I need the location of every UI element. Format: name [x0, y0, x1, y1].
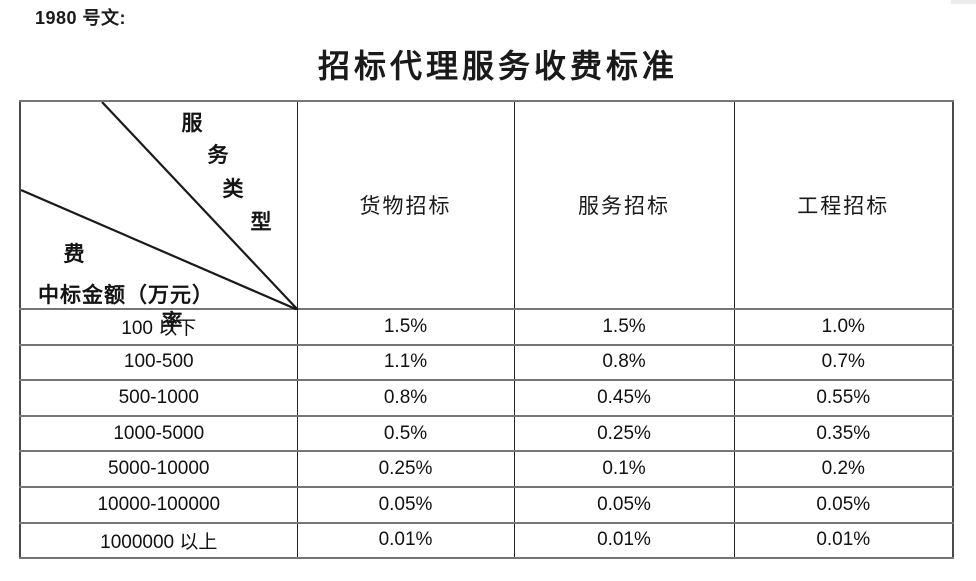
- table-row: 1000-5000 0.5% 0.25% 0.35%: [19, 414, 954, 453]
- fee-value: 0.55%: [733, 379, 954, 417]
- row-label: 1000000 以上: [19, 521, 298, 560]
- column-header-goods: 货物招标: [296, 100, 515, 310]
- corner-row-axis-label: 中标金额（万元）: [38, 283, 214, 307]
- diagonal-divider-lines: [21, 102, 298, 310]
- row-label: 100-500: [19, 343, 298, 382]
- row-label: 10000-100000: [19, 485, 298, 524]
- table-row: 5000-10000 0.25% 0.1% 0.2%: [19, 450, 954, 488]
- corner-header-cell: 费 率 服 务 类 型 中标金额（万元）: [19, 100, 298, 334]
- fee-value: 1.5%: [513, 308, 735, 346]
- fee-value: 0.5%: [296, 414, 515, 453]
- row-label: 1000-5000: [19, 414, 298, 453]
- fee-value: 0.01%: [296, 521, 515, 560]
- fee-value: 0.01%: [513, 521, 735, 560]
- fee-value: 0.1%: [513, 450, 735, 488]
- fee-value: 0.8%: [513, 343, 735, 382]
- fee-value: 0.45%: [513, 379, 735, 417]
- fee-standard-table: 费 率 服 务 类 型 中标金额（万元） 货物招标 服务招标 工程招标 100 …: [19, 100, 954, 560]
- row-label: 5000-10000: [19, 450, 298, 488]
- column-header-service: 服务招标: [513, 100, 735, 310]
- corner-service-char-3: 类: [222, 177, 244, 201]
- corner-rate-char: 率: [161, 310, 183, 334]
- fee-value: 0.05%: [296, 485, 515, 524]
- fee-value: 1.0%: [733, 308, 954, 346]
- fee-value: 0.25%: [296, 450, 515, 488]
- table-row: 1000000 以上 0.01% 0.01% 0.01%: [19, 521, 954, 560]
- fee-value: 0.05%: [513, 485, 735, 524]
- row-label: 100 以下: [19, 308, 298, 346]
- table-row: 100-500 1.1% 0.8% 0.7%: [19, 343, 954, 382]
- fee-value: 0.01%: [733, 521, 954, 560]
- fee-value: 1.5%: [296, 308, 515, 346]
- fee-value: 0.8%: [296, 379, 515, 417]
- table-row: 100 以下 1.5% 1.5% 1.0%: [19, 308, 954, 346]
- corner-service-char-4: 型: [250, 210, 272, 234]
- fee-value: 0.05%: [733, 485, 954, 524]
- fee-value: 0.2%: [733, 450, 954, 488]
- table-row: 10000-100000 0.05% 0.05% 0.05%: [19, 485, 954, 524]
- fee-value: 0.7%: [733, 343, 954, 382]
- corner-service-char-1: 服: [181, 111, 203, 135]
- fee-value: 0.25%: [513, 414, 735, 453]
- scrollbar-fragment: [951, 0, 976, 4]
- doc-number-label: 1980 号文:: [35, 8, 127, 28]
- column-header-engineering: 工程招标: [733, 100, 954, 310]
- row-label: 500-1000: [19, 379, 298, 417]
- page-title: 招标代理服务收费标准: [317, 48, 678, 84]
- fee-value: 0.35%: [733, 414, 954, 453]
- table-row: 500-1000 0.8% 0.45% 0.55%: [19, 379, 954, 417]
- table-header-row: 费 率 服 务 类 型 中标金额（万元） 货物招标 服务招标 工程招标: [19, 100, 954, 334]
- corner-service-char-2: 务: [207, 143, 229, 167]
- corner-fee-char: 费: [63, 242, 85, 266]
- fee-value: 1.1%: [296, 343, 515, 382]
